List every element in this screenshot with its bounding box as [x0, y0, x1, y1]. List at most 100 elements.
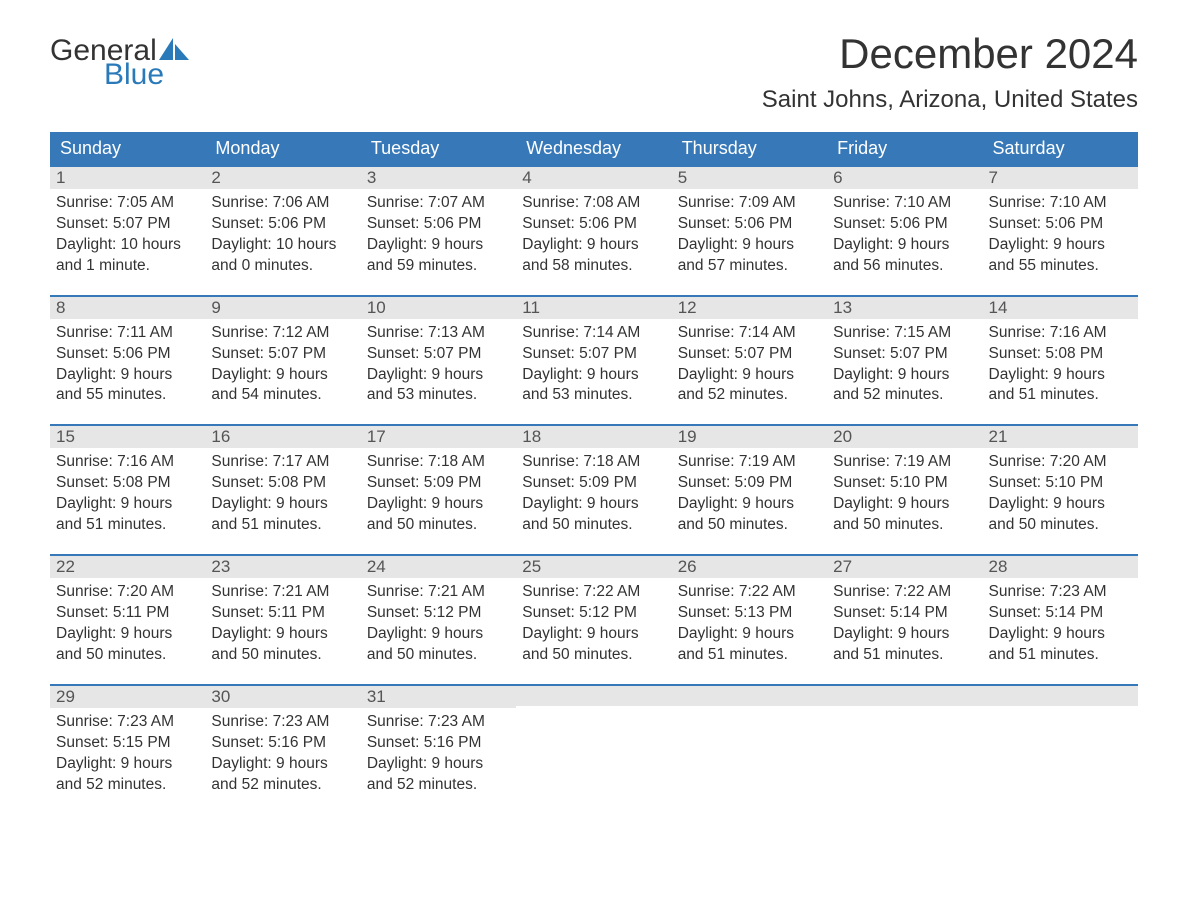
day-cell: 10 Sunrise: 7:13 AMSunset: 5:07 PMDayligh… [361, 297, 516, 411]
day-cell: 14Sunrise: 7:16 AMSunset: 5:08 PMDayligh… [983, 297, 1138, 411]
d1-line: Daylight: 9 hours [211, 365, 354, 386]
d1-line: Daylight: 9 hours [989, 235, 1132, 256]
day-number: 29 [56, 687, 75, 706]
day-body: Sunrise: 7:21 AMSunset: 5:12 PMDaylight:… [361, 578, 516, 670]
d1-line: Daylight: 9 hours [56, 754, 199, 775]
d2-line: and 50 minutes. [56, 645, 199, 666]
d1-line: Daylight: 9 hours [989, 494, 1132, 515]
day-cell [516, 686, 671, 800]
sunrise-line: Sunrise: 7:05 AM [56, 193, 199, 214]
d2-line: and 1 minute. [56, 256, 199, 277]
week-row: 29Sunrise: 7:23 AMSunset: 5:15 PMDayligh… [50, 684, 1138, 800]
day-cell: 13Sunrise: 7:15 AMSunset: 5:07 PMDayligh… [827, 297, 982, 411]
day-body: Sunrise: 7:16 AMSunset: 5:08 PMDaylight:… [50, 448, 205, 540]
day-cell: 18Sunrise: 7:18 AMSunset: 5:09 PMDayligh… [516, 426, 671, 540]
day-number-row: 23 [205, 556, 360, 578]
sunrise-line: Sunrise: 7:23 AM [211, 712, 354, 733]
calendar: Sunday Monday Tuesday Wednesday Thursday… [50, 132, 1138, 799]
d1-line: Daylight: 9 hours [678, 624, 821, 645]
d1-line: Daylight: 9 hours [833, 624, 976, 645]
week-row: 1Sunrise: 7:05 AMSunset: 5:07 PMDaylight… [50, 165, 1138, 281]
day-cell: 16Sunrise: 7:17 AMSunset: 5:08 PMDayligh… [205, 426, 360, 540]
day-cell: 12Sunrise: 7:14 AMSunset: 5:07 PMDayligh… [672, 297, 827, 411]
d1-line: Daylight: 9 hours [678, 235, 821, 256]
day-number-row: 17 [361, 426, 516, 448]
d1-line: Daylight: 9 hours [989, 365, 1132, 386]
sunset-line: Sunset: 5:11 PM [211, 603, 354, 624]
day-cell: 6Sunrise: 7:10 AMSunset: 5:06 PMDaylight… [827, 167, 982, 281]
sunset-line: Sunset: 5:11 PM [56, 603, 199, 624]
sunset-line: Sunset: 5:14 PM [833, 603, 976, 624]
day-number: 11 [522, 298, 540, 317]
d2-line: and 52 minutes. [56, 775, 199, 796]
d2-line: and 58 minutes. [522, 256, 665, 277]
sunrise-line: Sunrise: 7:07 AM [367, 193, 510, 214]
sunset-line: Sunset: 5:14 PM [989, 603, 1132, 624]
month-title: December 2024 [762, 30, 1138, 78]
day-body: Sunrise: 7:18 AMSunset: 5:09 PMDaylight:… [361, 448, 516, 540]
day-cell: 9Sunrise: 7:12 AMSunset: 5:07 PMDaylight… [205, 297, 360, 411]
sunrise-line: Sunrise: 7:11 AM [56, 323, 199, 344]
d1-line: Daylight: 9 hours [56, 365, 199, 386]
sunrise-line: Sunrise: 7:21 AM [367, 582, 510, 603]
day-number-row: 5 [672, 167, 827, 189]
day-cell: 23Sunrise: 7:21 AMSunset: 5:11 PMDayligh… [205, 556, 360, 670]
day-number-row-empty [672, 686, 827, 706]
d1-line: Daylight: 9 hours [367, 624, 510, 645]
day-body: Sunrise: 7:22 AMSunset: 5:14 PMDaylight:… [827, 578, 982, 670]
day-number: 23 [211, 557, 230, 576]
day-number-row: 24 [361, 556, 516, 578]
sunset-line: Sunset: 5:07 PM [833, 344, 976, 365]
d1-line: Daylight: 9 hours [367, 754, 510, 775]
day-body: Sunrise: 7:13 AMSunset: 5:07 PMDaylight:… [361, 319, 516, 411]
d2-line: and 52 minutes. [211, 775, 354, 796]
day-number: 5 [678, 168, 687, 187]
d2-line: and 52 minutes. [367, 775, 510, 796]
d2-line: and 51 minutes. [678, 645, 821, 666]
day-cell: 25Sunrise: 7:22 AMSunset: 5:12 PMDayligh… [516, 556, 671, 670]
sunrise-line: Sunrise: 7:18 AM [367, 452, 510, 473]
day-number-row: 20 [827, 426, 982, 448]
day-number: 8 [56, 298, 65, 317]
day-body: Sunrise: 7:22 AMSunset: 5:13 PMDaylight:… [672, 578, 827, 670]
day-cell: 7Sunrise: 7:10 AMSunset: 5:06 PMDaylight… [983, 167, 1138, 281]
sunset-line: Sunset: 5:06 PM [989, 214, 1132, 235]
day-number: 16 [211, 427, 230, 446]
day-cell [983, 686, 1138, 800]
day-body: Sunrise: 7:14 AMSunset: 5:07 PMDaylight:… [672, 319, 827, 411]
d2-line: and 59 minutes. [367, 256, 510, 277]
sunrise-line: Sunrise: 7:10 AM [989, 193, 1132, 214]
day-number-row: 10 [361, 297, 516, 319]
sunset-line: Sunset: 5:06 PM [56, 344, 199, 365]
weekday-header: Monday [205, 132, 360, 165]
day-number-row: 29 [50, 686, 205, 708]
day-cell [827, 686, 982, 800]
day-number: 28 [989, 557, 1008, 576]
day-body: Sunrise: 7:19 AMSunset: 5:10 PMDaylight:… [827, 448, 982, 540]
day-body: Sunrise: 7:19 AMSunset: 5:09 PMDaylight:… [672, 448, 827, 540]
sunset-line: Sunset: 5:07 PM [678, 344, 821, 365]
d1-line: Daylight: 9 hours [989, 624, 1132, 645]
day-number-row: 14 [983, 297, 1138, 319]
sunset-line: Sunset: 5:08 PM [211, 473, 354, 494]
sunrise-line: Sunrise: 7:13 AM [367, 323, 510, 344]
day-body: Sunrise: 7:05 AMSunset: 5:07 PMDaylight:… [50, 189, 205, 281]
sunset-line: Sunset: 5:06 PM [367, 214, 510, 235]
sunset-line: Sunset: 5:09 PM [678, 473, 821, 494]
day-cell [672, 686, 827, 800]
day-number: 10 [367, 298, 386, 317]
sunrise-line: Sunrise: 7:14 AM [522, 323, 665, 344]
sunrise-line: Sunrise: 7:19 AM [678, 452, 821, 473]
weekday-header: Friday [827, 132, 982, 165]
day-cell: 11Sunrise: 7:14 AMSunset: 5:07 PMDayligh… [516, 297, 671, 411]
sunrise-line: Sunrise: 7:06 AM [211, 193, 354, 214]
day-body: Sunrise: 7:06 AMSunset: 5:06 PMDaylight:… [205, 189, 360, 281]
sail-icon [159, 38, 193, 60]
day-body: Sunrise: 7:08 AMSunset: 5:06 PMDaylight:… [516, 189, 671, 281]
day-body: Sunrise: 7:12 AMSunset: 5:07 PMDaylight:… [205, 319, 360, 411]
day-number: 21 [989, 427, 1008, 446]
logo: General Blue [50, 30, 193, 90]
day-number: 27 [833, 557, 852, 576]
d2-line: and 50 minutes. [211, 645, 354, 666]
weekday-header: Tuesday [361, 132, 516, 165]
